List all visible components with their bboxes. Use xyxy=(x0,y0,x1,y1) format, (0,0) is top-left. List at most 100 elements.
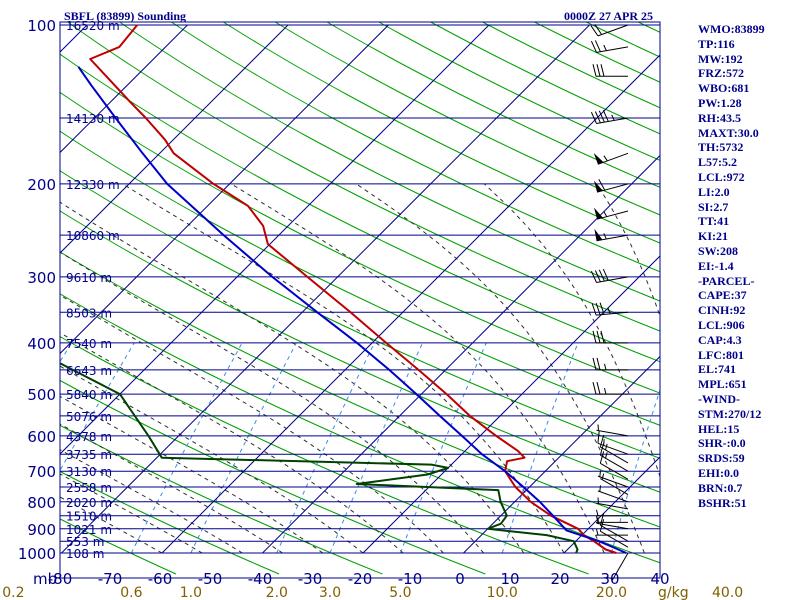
wind-barb-flag xyxy=(598,269,605,282)
wind-barb-flag xyxy=(594,24,603,35)
stat-item: -PARCEL- xyxy=(698,273,755,288)
stat-item: KI:21 xyxy=(698,229,728,244)
stat-item: SW:208 xyxy=(698,243,739,258)
wind-barb-flag xyxy=(596,64,601,77)
mixing-ratio-label: 20.0 xyxy=(596,585,627,600)
wind-barb-flag xyxy=(590,270,597,283)
wind-barb-flag xyxy=(599,519,605,532)
stat-item: PW:1.28 xyxy=(698,95,742,110)
dry-adiabat-line xyxy=(60,251,660,528)
temperature-tick-label: -20 xyxy=(348,570,373,588)
wind-barb-staff xyxy=(597,475,629,488)
stat-item: EI:-1.4 xyxy=(698,258,734,273)
dry-adiabat-line xyxy=(119,22,660,302)
pressure-temperature-grid xyxy=(60,24,660,578)
stat-item: BSHR:51 xyxy=(698,495,747,510)
stat-item: TT:41 xyxy=(698,214,730,229)
height-label: 10860 m xyxy=(66,229,120,243)
dry-adiabat-line xyxy=(326,22,660,188)
pressure-label: 600 xyxy=(27,428,56,446)
stat-item: RH:43.5 xyxy=(698,110,741,125)
moist-adiabat-line xyxy=(60,449,243,554)
wind-barb-flag xyxy=(600,64,605,77)
dry-adiabat-line xyxy=(378,22,660,161)
stat-item: FRZ:572 xyxy=(698,66,744,81)
wind-barb-flag xyxy=(590,111,597,124)
wind-barb-staff xyxy=(596,117,629,124)
wind-barb xyxy=(599,451,629,480)
wind-barb-flag xyxy=(590,40,597,53)
wind-barb xyxy=(597,430,629,455)
wind-barb xyxy=(600,473,629,496)
wind-barb-half-flag xyxy=(599,470,601,477)
wind-barb-flag xyxy=(592,64,597,77)
dry-adiabat-line xyxy=(67,22,660,332)
stat-item: EL:741 xyxy=(698,362,737,377)
isotherm-line xyxy=(61,24,590,554)
wind-barb-flag xyxy=(602,268,609,281)
stat-item: LCL:972 xyxy=(698,169,745,184)
stat-item: WMO:83899 xyxy=(698,22,765,36)
pressure-label: 900 xyxy=(27,521,56,539)
dry-adiabat-line xyxy=(60,170,660,459)
temperature-tick-label: -60 xyxy=(148,570,173,588)
wind-barb-flag xyxy=(599,302,605,315)
wind-barb-staff xyxy=(596,429,629,437)
wind-barb-pennant xyxy=(594,228,603,241)
isotherm-line xyxy=(563,456,660,554)
height-label: 8503 m xyxy=(66,306,112,320)
mixing-ratio-label: 1.0 xyxy=(180,585,202,600)
height-label: 3130 m xyxy=(66,465,112,479)
wind-barb-staff xyxy=(611,552,629,581)
sounding-indices-list: WMO:83899 TP:116 MW:192 FRZ:572 WBO:681 PW:1.… xyxy=(698,22,798,510)
stat-item: SHR-:0.0 xyxy=(698,436,746,451)
stat-item: MW:192 xyxy=(698,51,743,66)
wind-barb xyxy=(590,268,629,283)
wind-barb-flag xyxy=(600,330,605,344)
wind-barb-flag xyxy=(596,357,601,371)
moist-adiabat-line xyxy=(356,183,645,554)
plot-frame xyxy=(59,21,661,579)
wind-barb xyxy=(597,470,629,488)
height-label: 3735 m xyxy=(66,448,112,462)
temperature-tick-label: -40 xyxy=(248,570,273,588)
dry-adiabats xyxy=(60,22,660,575)
temperature-tick-label: 10 xyxy=(500,570,519,588)
wind-barb xyxy=(593,152,629,165)
temperature-tick-label: -70 xyxy=(98,570,123,588)
wind-barb-flag xyxy=(594,40,601,52)
sounding-profiles xyxy=(60,24,627,554)
stat-item: LCL:906 xyxy=(698,317,745,332)
wind-barb xyxy=(596,424,629,437)
height-label: 2020 m xyxy=(66,496,112,510)
dry-adiabat-line xyxy=(60,336,589,575)
height-label: 1021 m xyxy=(66,523,112,537)
temperature-tick-label: 30 xyxy=(600,570,619,588)
dry-adiabat-line xyxy=(60,293,660,564)
wind-barb-flag xyxy=(592,330,597,344)
wind-barb-flag xyxy=(594,270,601,283)
height-label: 1510 m xyxy=(66,510,112,524)
wind-barb-half-flag xyxy=(601,473,605,480)
wind-barb-flag xyxy=(590,25,599,37)
stat-item: CAPE:37 xyxy=(698,288,747,303)
mixing-ratio-label: 2.0 xyxy=(266,585,288,600)
isotherm-line xyxy=(463,355,660,554)
mixing-ratio-label: 3.0 xyxy=(319,585,341,600)
mixing-ratio-label: 0.6 xyxy=(120,585,142,600)
stat-item: BRN:0.7 xyxy=(698,480,743,495)
mixing-ratio-label: 40.0 xyxy=(712,585,743,600)
stat-item: TP:116 xyxy=(698,36,735,51)
wind-barb-staff xyxy=(597,24,629,37)
stat-item: EHI:0.0 xyxy=(698,465,740,480)
wind-barb-half-flag xyxy=(603,44,607,51)
moist-adiabat-line xyxy=(230,183,605,554)
wind-barb xyxy=(592,357,628,371)
wind-barb-flag xyxy=(595,302,601,315)
height-label: 6643 m xyxy=(66,364,112,378)
pressure-label: 1000 xyxy=(18,545,56,563)
wind-barb-half-flag xyxy=(603,210,608,217)
stat-item: TH:5732 xyxy=(698,140,744,155)
pressure-label: 700 xyxy=(27,463,56,481)
